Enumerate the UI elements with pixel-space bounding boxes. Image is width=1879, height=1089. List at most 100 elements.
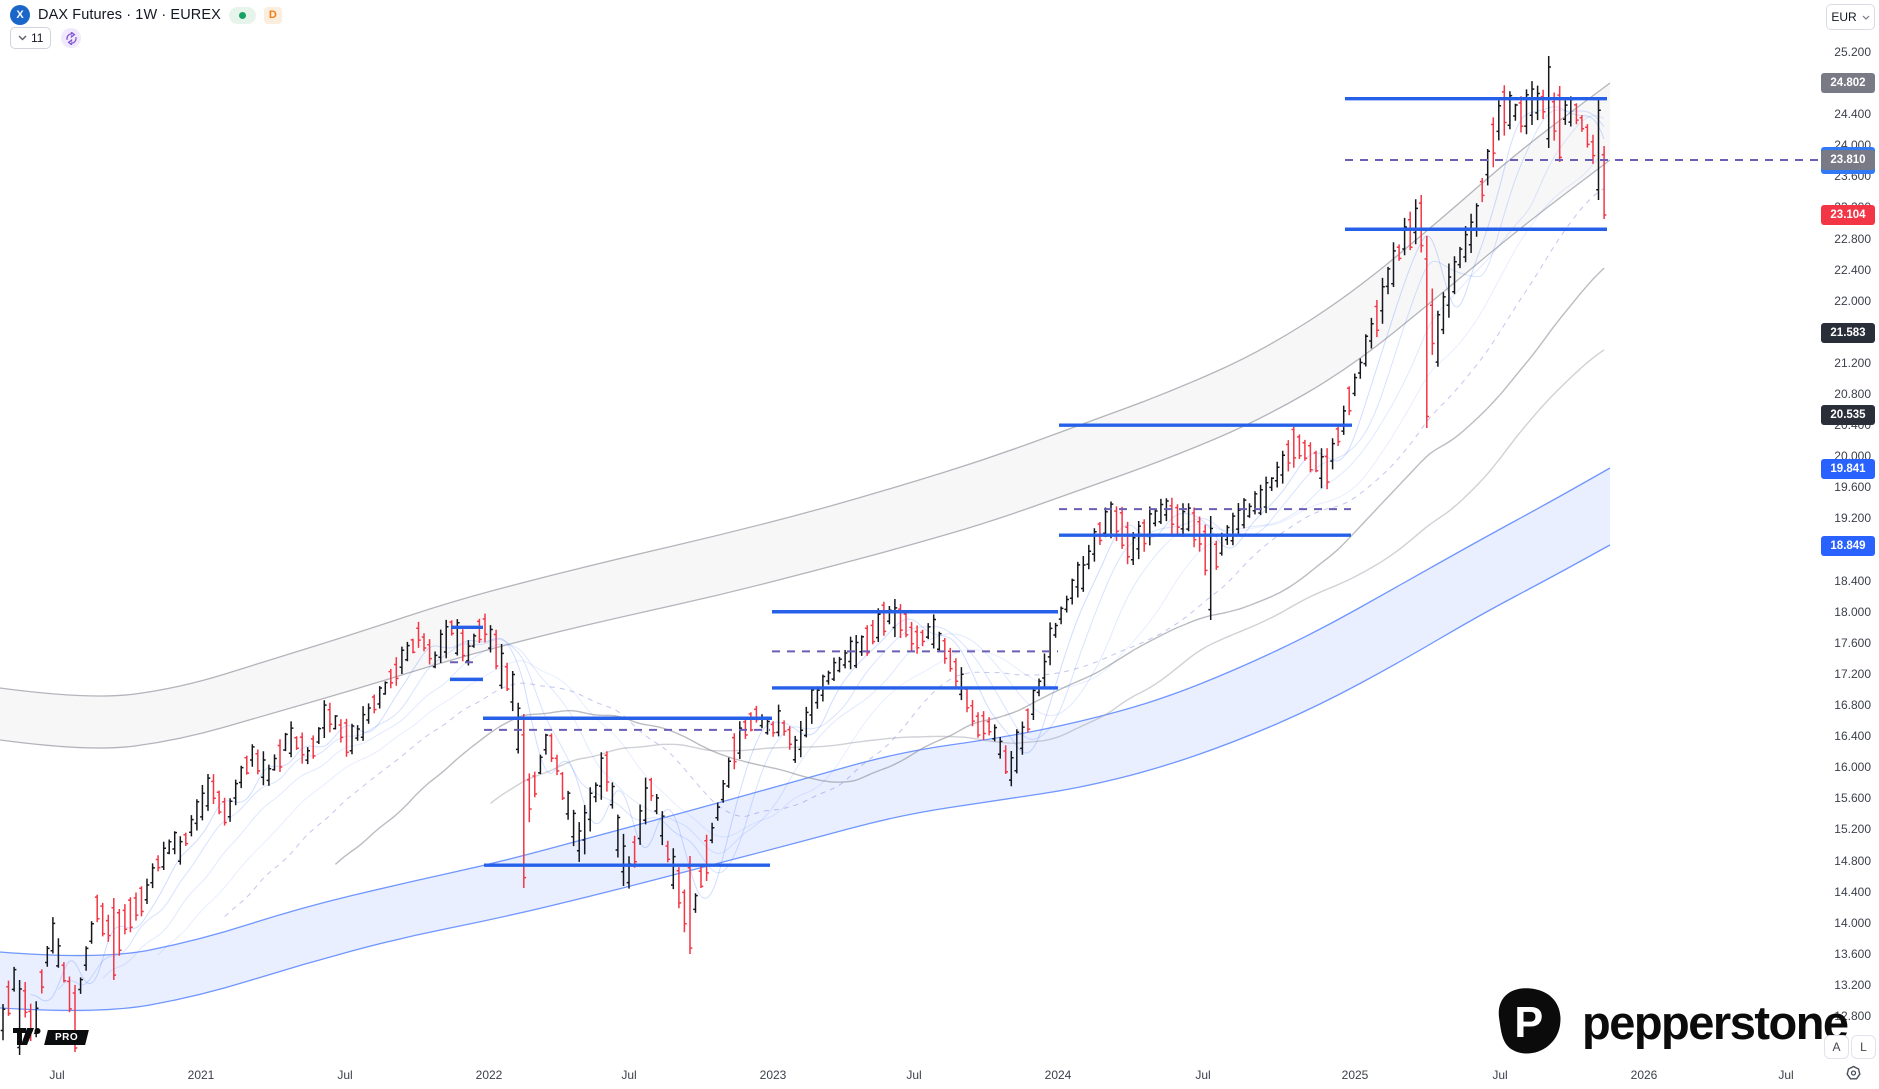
price-axis[interactable]: 25.20024.80024.40024.00023.60023.20022.8… — [1818, 0, 1879, 1065]
ohlc-bar[interactable] — [1513, 103, 1518, 121]
ohlc-bar[interactable] — [106, 914, 111, 942]
ohlc-bar[interactable] — [327, 702, 333, 733]
ohlc-bar[interactable] — [1496, 100, 1502, 141]
ohlc-bar[interactable] — [383, 681, 388, 695]
ohlc-bar[interactable] — [360, 706, 366, 741]
ohlc-bar[interactable] — [787, 726, 792, 750]
ohlc-bar[interactable] — [421, 633, 427, 652]
ohlc-bar[interactable] — [0, 1004, 6, 1041]
ohlc-bar[interactable] — [1363, 334, 1369, 367]
ohlc-bar[interactable] — [964, 687, 970, 713]
ohlc-bar[interactable] — [1103, 507, 1108, 538]
ohlc-bar[interactable] — [781, 720, 787, 736]
ohlc-bar[interactable] — [1108, 501, 1114, 539]
ohlc-bar[interactable] — [39, 969, 45, 994]
ohlc-bar[interactable] — [914, 625, 920, 654]
ohlc-bar[interactable] — [1047, 622, 1053, 666]
ohlc-bar[interactable] — [172, 831, 177, 855]
ohlc-bar[interactable] — [471, 633, 477, 648]
ohlc-bar[interactable] — [809, 686, 815, 724]
ohlc-bar[interactable] — [981, 711, 986, 740]
ohlc-bar[interactable] — [50, 917, 56, 954]
ohlc-bar[interactable] — [272, 754, 277, 771]
ohlc-bar[interactable] — [283, 732, 288, 752]
ohlc-bar[interactable] — [776, 704, 781, 737]
ohlc-bar[interactable] — [1274, 461, 1280, 488]
ohlc-bar[interactable] — [671, 848, 676, 890]
ohlc-bar[interactable] — [377, 686, 382, 709]
ohlc-bar[interactable] — [1086, 544, 1092, 570]
ohlc-bar[interactable] — [139, 886, 144, 917]
ohlc-bar[interactable] — [931, 614, 936, 649]
ohlc-bar[interactable] — [876, 608, 881, 642]
ohlc-bar[interactable] — [1585, 124, 1590, 148]
ohlc-bar[interactable] — [970, 700, 975, 727]
ohlc-bar[interactable] — [815, 686, 820, 709]
ohlc-bar[interactable] — [693, 893, 698, 913]
ohlc-bar[interactable] — [443, 619, 449, 659]
ohlc-bars[interactable] — [0, 56, 1607, 1055]
ohlc-bar[interactable] — [709, 822, 715, 844]
ohlc-bar[interactable] — [189, 815, 194, 837]
ohlc-bar[interactable] — [255, 749, 261, 775]
ohlc-bar[interactable] — [1053, 622, 1058, 638]
moving-average-line[interactable] — [157, 152, 1605, 956]
ohlc-bar[interactable] — [986, 717, 992, 736]
tradingview-watermark[interactable]: PRO — [12, 1027, 90, 1048]
ohlc-bar[interactable] — [89, 921, 94, 944]
ohlc-bar[interactable] — [1308, 442, 1313, 473]
ohlc-bar[interactable] — [211, 774, 216, 804]
ohlc-bar[interactable] — [1042, 653, 1047, 687]
ohlc-bar[interactable] — [1297, 434, 1302, 459]
ohlc-bar[interactable] — [1014, 729, 1020, 774]
ohlc-bar[interactable] — [1058, 606, 1064, 625]
ohlc-bar[interactable] — [892, 599, 898, 638]
ohlc-bar[interactable] — [1346, 386, 1352, 416]
ohlc-bar[interactable] — [1529, 81, 1535, 125]
ohlc-bar[interactable] — [593, 782, 599, 803]
ohlc-bar[interactable] — [859, 635, 864, 656]
ohlc-bar[interactable] — [1402, 217, 1407, 256]
blue-ma-channel[interactable] — [0, 467, 1611, 1012]
ohlc-bar[interactable] — [576, 822, 582, 862]
ohlc-bar[interactable] — [754, 705, 759, 723]
moving-average-line[interactable] — [334, 267, 1605, 865]
ohlc-bar[interactable] — [648, 777, 654, 801]
ohlc-bar[interactable] — [349, 723, 355, 755]
ohlc-bar[interactable] — [438, 629, 443, 663]
ohlc-bar[interactable] — [1535, 85, 1540, 121]
ohlc-bar[interactable] — [11, 966, 17, 992]
ohlc-bar[interactable] — [837, 656, 842, 673]
ohlc-bar[interactable] — [399, 646, 405, 674]
ohlc-bar[interactable] — [67, 976, 72, 1013]
ohlc-bar[interactable] — [920, 629, 925, 647]
ohlc-bar[interactable] — [1424, 236, 1430, 428]
ohlc-bar[interactable] — [144, 878, 150, 904]
ohlc-bar[interactable] — [238, 765, 244, 789]
ohlc-bar[interactable] — [909, 621, 914, 652]
ohlc-bar[interactable] — [499, 644, 504, 689]
ohlc-bar[interactable] — [720, 780, 726, 803]
ohlc-bar[interactable] — [975, 712, 981, 738]
ohlc-bar[interactable] — [432, 651, 438, 669]
ohlc-bar[interactable] — [676, 867, 682, 909]
ohlc-bar[interactable] — [1546, 56, 1551, 148]
moving-average-line[interactable] — [30, 106, 1605, 1002]
ohlc-bar[interactable] — [94, 894, 100, 923]
moving-average-line[interactable] — [58, 109, 1605, 990]
ohlc-bar[interactable] — [1119, 506, 1125, 549]
ohlc-bar[interactable] — [266, 764, 272, 786]
ohlc-bar[interactable] — [1130, 532, 1136, 565]
ohlc-bar[interactable] — [299, 732, 305, 764]
ohlc-bar[interactable] — [1341, 405, 1346, 435]
ohlc-bar[interactable] — [488, 625, 493, 653]
ohlc-bar[interactable] — [1136, 521, 1141, 560]
ohlc-bar[interactable] — [61, 962, 67, 983]
ohlc-bar[interactable] — [953, 658, 959, 690]
ohlc-bar[interactable] — [1551, 92, 1557, 141]
ohlc-bar[interactable] — [366, 703, 371, 724]
ohlc-bar[interactable] — [1330, 438, 1335, 470]
ohlc-bar[interactable] — [804, 706, 809, 738]
ohlc-bar[interactable] — [660, 811, 665, 846]
ohlc-bar[interactable] — [355, 725, 360, 741]
